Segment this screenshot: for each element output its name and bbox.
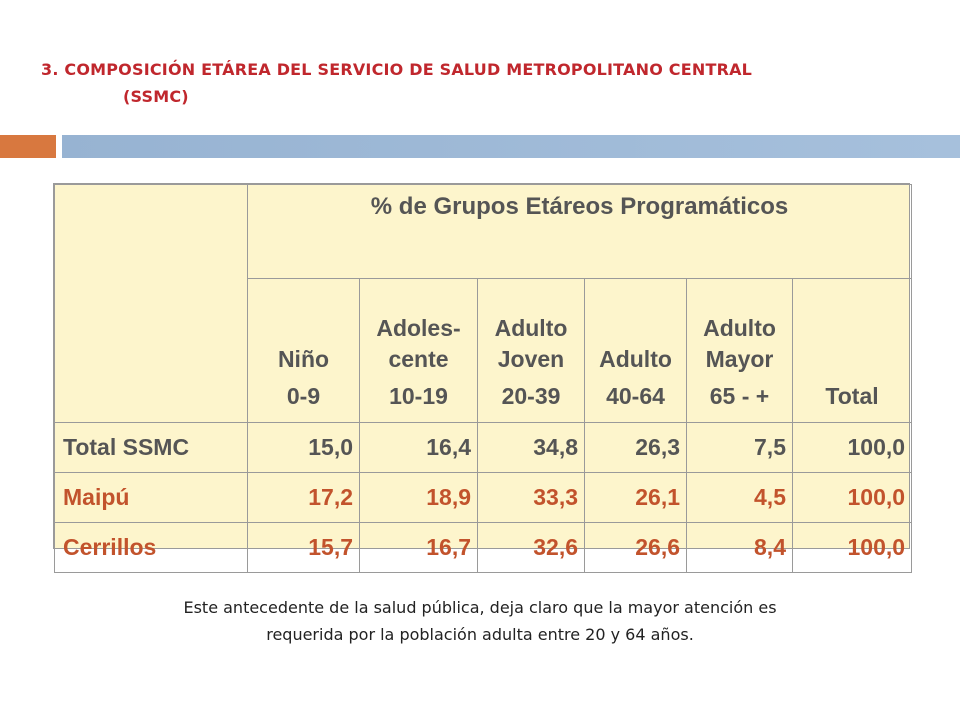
table-cell: 15,0 (247, 422, 360, 473)
slide-title-line1: 3. COMPOSICIÓN ETÁREA DEL SERVICIO DE SA… (41, 60, 753, 79)
table-cell: 18,9 (359, 472, 478, 523)
table-cell: 7,5 (686, 422, 793, 473)
column-header-line2: cente (388, 346, 449, 372)
table-row: Maipú 17,2 18,9 33,3 26,1 4,5 100,0 (54, 472, 913, 523)
column-header-range: 20-39 (501, 383, 561, 409)
column-header-line1: Adulto (703, 315, 776, 341)
column-header-line2: Niño (277, 346, 330, 372)
slide-title-line2: (SSMC) (123, 87, 189, 106)
column-header-line2: Adulto (599, 346, 672, 372)
table-cell: 26,1 (584, 472, 687, 523)
table-super-header-row: % de Grupos Etáreos Programáticos (54, 184, 913, 423)
column-header: Adulto Mayor 65 - + (686, 278, 793, 423)
table-cell: 16,7 (359, 522, 478, 573)
column-header: Niño 0-9 (247, 278, 360, 423)
row-label: Cerrillos (54, 522, 248, 573)
table-row: Cerrillos 15,7 16,7 32,6 26,6 8,4 100,0 (54, 522, 913, 573)
table-cell: 34,8 (477, 422, 585, 473)
accent-bar-orange (0, 135, 56, 158)
column-header-range: Total (825, 383, 879, 409)
row-label: Maipú (54, 472, 248, 523)
column-header: Adulto 40-64 (584, 278, 687, 423)
table-cell: 100,0 (791, 422, 913, 473)
age-group-table-container: % de Grupos Etáreos Programáticos Niño 0… (53, 183, 913, 573)
table-cell: 33,3 (477, 472, 585, 523)
table-cell: 4,5 (686, 472, 793, 523)
table-cell: 17,2 (247, 472, 360, 523)
caption-line2: requerida por la población adulta entre … (266, 625, 694, 644)
column-header-range: 40-64 (606, 383, 665, 409)
table-cell: 26,6 (584, 522, 687, 573)
slide-title: 3. COMPOSICIÓN ETÁREA DEL SERVICIO DE SA… (41, 56, 921, 110)
column-header-line1: Adulto (494, 315, 568, 341)
table-cell: 16,4 (359, 422, 478, 473)
table-header-row: Niño 0-9 Adoles- cente 10-19 Adulto Jove… (55, 278, 913, 423)
table-corner-cell (54, 184, 248, 423)
column-header-line2: Joven (497, 346, 565, 372)
slide-caption: Este antecedente de la salud pública, de… (130, 594, 830, 648)
caption-line1: Este antecedente de la salud pública, de… (183, 598, 777, 617)
table-cell: 100,0 (791, 472, 913, 523)
column-header-line2: Mayor (705, 346, 774, 372)
column-header: Adoles- cente 10-19 (359, 278, 478, 423)
accent-bar-blue (62, 135, 960, 158)
table-cell: 15,7 (247, 522, 360, 573)
column-header-range: 10-19 (389, 383, 448, 409)
column-header-line1: Adoles- (376, 315, 461, 341)
table-cell: 26,3 (584, 422, 687, 473)
table-cell: 8,4 (686, 522, 793, 573)
table-super-header: % de Grupos Etáreos Programáticos (246, 184, 913, 279)
column-header: Adulto Joven 20-39 (477, 278, 585, 423)
column-header-range: 0-9 (286, 383, 321, 409)
table-cell: 32,6 (477, 522, 585, 573)
table-cell: 100,0 (791, 522, 913, 573)
age-group-table: % de Grupos Etáreos Programáticos Niño 0… (54, 184, 913, 573)
column-header-range: 65 - + (709, 383, 770, 409)
table-row: Total SSMC 15,0 16,4 34,8 26,3 7,5 100,0 (54, 422, 913, 473)
column-header: Total (791, 278, 913, 423)
row-label: Total SSMC (54, 422, 248, 473)
